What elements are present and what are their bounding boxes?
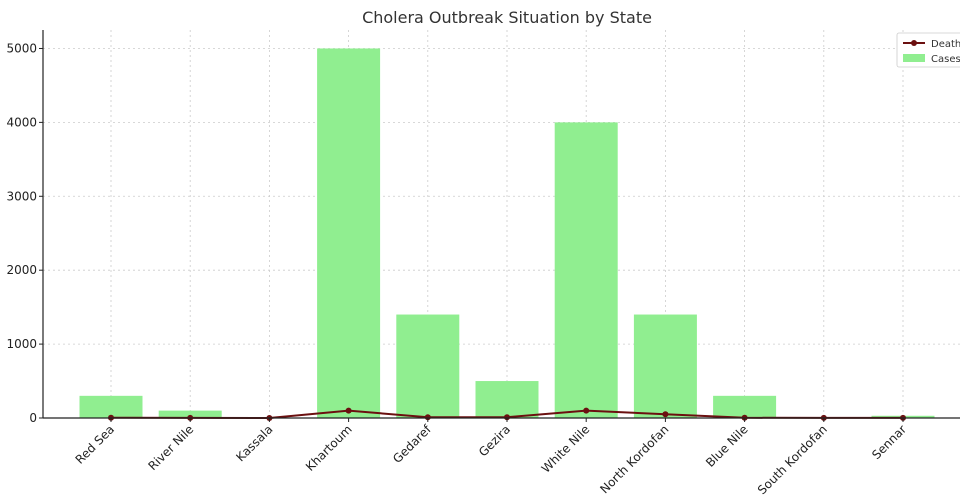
legend-deaths-label: Deaths <box>931 39 960 50</box>
deaths-point-gezira <box>504 414 510 421</box>
ticks-layer: 0 1000 2000 3000 4000 5000 Red Sea River Nile Ka… <box>6 41 909 497</box>
chart-title: Cholera Outbreak Situation by State <box>362 8 652 27</box>
legend: Deaths Cases <box>896 32 960 68</box>
bars-layer <box>79 48 935 418</box>
y-tick-label: 1000 <box>6 337 37 351</box>
bar-gedaref <box>396 314 460 418</box>
x-tick-label-north-kordofan: North Kordofan <box>597 422 671 496</box>
bar-white-nile <box>554 122 618 418</box>
y-tick-label: 3000 <box>6 189 37 203</box>
bar-gezira <box>475 381 539 418</box>
y-tick-label: 2000 <box>6 263 37 277</box>
y-tick-label: 0 <box>29 411 37 425</box>
x-tick-label-khartoum: Khartoum <box>303 422 355 474</box>
x-tick-label-kassala: Kassala <box>233 422 275 464</box>
bar-khartoum <box>317 48 381 418</box>
legend-cases-label: Cases <box>931 54 960 65</box>
legend-deaths-marker <box>911 40 917 46</box>
grid-layer <box>43 30 960 419</box>
y-tick-label: 4000 <box>6 115 37 129</box>
x-tick-label-white-nile: White Nile <box>539 422 593 476</box>
deaths-point-gedaref <box>424 414 431 421</box>
y-tick-label: 5000 <box>6 41 37 55</box>
legend-cases-swatch <box>903 54 925 62</box>
axes-layer <box>42 30 960 419</box>
x-tick-label-gezira: Gezira <box>476 422 513 459</box>
bar-river-nile <box>158 410 222 418</box>
x-tick-label-south-kordofan: South Kordofan <box>755 422 830 497</box>
deaths-point-north-kordofan <box>662 411 669 418</box>
bar-blue-nile <box>713 395 777 418</box>
deaths-point-white-nile <box>583 407 590 414</box>
bar-red-sea <box>79 395 143 418</box>
deaths-point-khartoum <box>345 407 352 414</box>
x-tick-label-river-nile: River Nile <box>145 422 196 473</box>
x-tick-label-red-sea: Red Sea <box>73 422 118 467</box>
x-tick-label-sennar: Sennar <box>869 422 909 462</box>
bar-north-kordofan <box>633 314 697 418</box>
x-tick-label-blue-nile: Blue Nile <box>703 422 751 470</box>
x-tick-label-gedaref: Gedaref <box>390 422 434 466</box>
